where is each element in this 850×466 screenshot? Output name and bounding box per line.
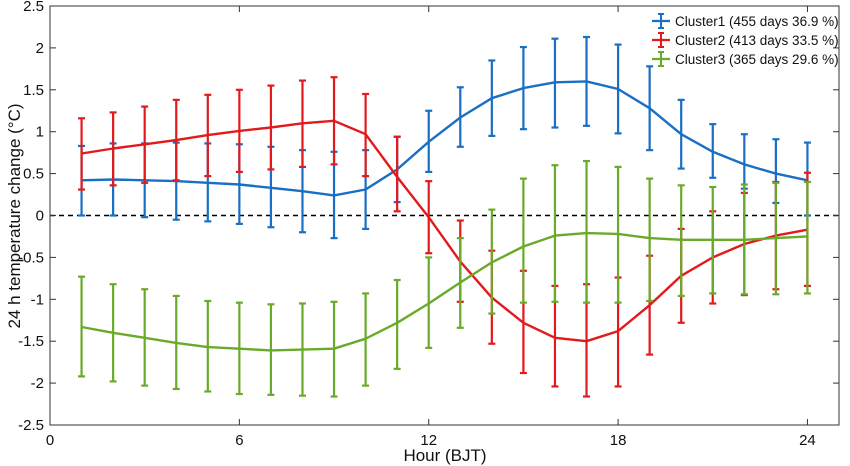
x-tick-label: 0 xyxy=(46,432,54,449)
y-tick-label: 0 xyxy=(36,208,44,225)
y-tick-label: 1 xyxy=(36,124,44,141)
series-line xyxy=(81,119,808,343)
legend-label: Cluster1 (455 days 36.9 %) xyxy=(675,14,839,29)
x-axis: 0 6 12 18 24 xyxy=(46,6,816,449)
y-tick-label: 0.5 xyxy=(23,166,44,183)
error-bar xyxy=(551,164,559,303)
y-tick-label: -1 xyxy=(31,291,44,308)
error-bar xyxy=(803,180,811,295)
series-line xyxy=(81,231,808,352)
y-axis: -2.5 -2 -1.5 -1 -0.5 0 0.5 1 1.5 2 2.5 xyxy=(18,0,839,434)
legend-label: Cluster2 (413 days 33.5 %) xyxy=(675,33,839,48)
y-axis-title: 24 h temperature change (°C) xyxy=(5,103,24,328)
series-line xyxy=(81,80,808,197)
error-bar xyxy=(78,117,86,191)
y-tick-label: -0.5 xyxy=(18,249,44,266)
legend-item: Cluster3 (365 days 29.6 %) xyxy=(652,51,839,67)
x-tick-label: 18 xyxy=(610,432,627,449)
series-cluster2 xyxy=(78,76,811,398)
legend: Cluster1 (455 days 36.9 %) Cluster2 (413 … xyxy=(652,13,839,67)
series-cluster3 xyxy=(78,159,811,398)
y-tick-label: -2 xyxy=(31,375,44,392)
error-bar xyxy=(78,275,86,378)
y-tick-label: -2.5 xyxy=(18,417,44,434)
error-bar xyxy=(740,133,748,190)
legend-label: Cluster3 (365 days 29.6 %) xyxy=(675,52,839,67)
legend-item: Cluster1 (455 days 36.9 %) xyxy=(652,13,839,29)
error-bar xyxy=(646,177,654,303)
legend-item: Cluster2 (413 days 33.5 %) xyxy=(652,32,839,48)
y-tick-label: -1.5 xyxy=(18,333,44,350)
error-bar xyxy=(519,177,527,304)
x-tick-label: 6 xyxy=(235,432,243,449)
y-tick-label: 2.5 xyxy=(23,0,44,15)
error-bar xyxy=(393,278,401,370)
error-bar xyxy=(393,135,401,213)
error-bar xyxy=(583,159,591,304)
x-tick-label: 12 xyxy=(420,432,437,449)
x-tick-label: 24 xyxy=(799,432,816,449)
y-tick-label: 1.5 xyxy=(23,82,44,99)
series-layer xyxy=(78,35,811,398)
x-axis-title: Hour (BJT) xyxy=(403,446,486,465)
y-tick-label: 2 xyxy=(36,40,44,57)
